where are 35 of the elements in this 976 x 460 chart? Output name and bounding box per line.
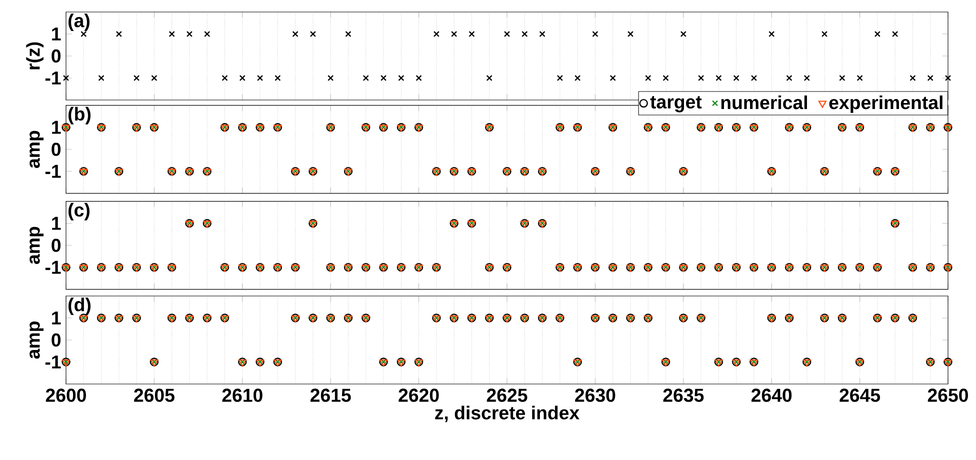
y-tick-label: 0 xyxy=(52,333,61,347)
annotation: (c) xyxy=(68,202,90,220)
y-axis-title: amp xyxy=(30,130,44,168)
legend-label: numerical xyxy=(721,96,807,110)
x-tick-label: 2630 xyxy=(575,388,616,402)
y-tick-label: -1 xyxy=(45,356,61,368)
y-axis-title: amp xyxy=(30,322,44,359)
legend-label: experimental xyxy=(829,96,942,113)
annotation: (b) xyxy=(68,106,91,124)
y-axis-title: amp xyxy=(30,226,44,264)
x-tick-label: 2605 xyxy=(134,388,174,402)
x-tick-label: 2610 xyxy=(222,388,262,402)
x-tick-label: 2620 xyxy=(398,388,439,402)
y-tick-label: 1 xyxy=(52,312,61,324)
x-tick-label: 2645 xyxy=(840,388,880,402)
y-tick-label: 0 xyxy=(52,49,61,63)
annotation: (a) xyxy=(68,14,90,31)
y-tick-label: 1 xyxy=(52,120,61,134)
y-tick-label: 0 xyxy=(52,238,61,252)
y-tick-label: -1 xyxy=(45,164,61,178)
y-tick-label: 0 xyxy=(52,142,61,156)
x-tick-label: 2625 xyxy=(486,388,528,402)
legend-label: target xyxy=(650,96,702,112)
x-tick-label: 2635 xyxy=(663,388,704,402)
annotation: (d) xyxy=(68,298,91,315)
x-tick-label: 2650 xyxy=(928,388,968,402)
y-axis-title: r(z) xyxy=(26,42,44,70)
y-tick-label: 1 xyxy=(52,216,61,230)
x-tick-label: 2615 xyxy=(310,388,351,402)
y-tick-label: -1 xyxy=(45,72,61,84)
x-axis-title: z, discrete index xyxy=(435,406,580,422)
x-tick-label: 2600 xyxy=(46,388,86,402)
y-tick-label: 1 xyxy=(52,28,61,40)
y-tick-label: -1 xyxy=(45,260,61,274)
x-tick-label: 2640 xyxy=(751,388,792,402)
